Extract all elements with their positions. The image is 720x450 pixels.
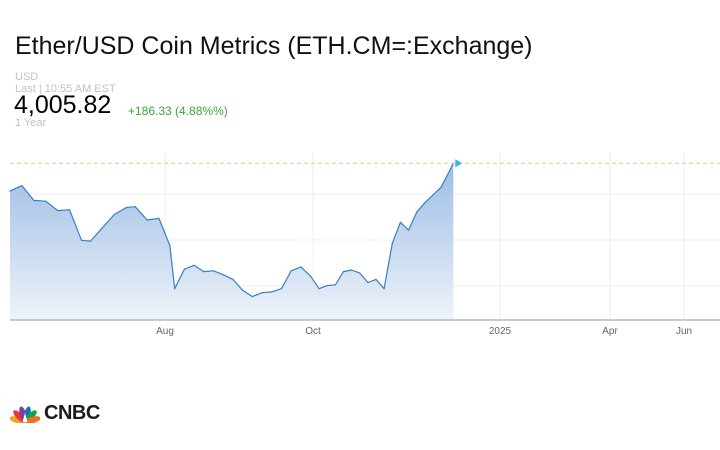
data-point-32 bbox=[334, 284, 336, 286]
data-point-2 bbox=[33, 199, 35, 201]
data-point-45 bbox=[440, 186, 442, 188]
page-title: Ether/USD Coin Metrics (ETH.CM=:Exchange… bbox=[15, 32, 533, 60]
x-tick-label: 2025 bbox=[489, 326, 512, 337]
data-point-37 bbox=[375, 278, 377, 280]
data-point-21 bbox=[232, 278, 234, 280]
data-point-41 bbox=[407, 229, 410, 231]
x-tick-label: Oct bbox=[305, 326, 321, 337]
data-point-10 bbox=[125, 206, 127, 209]
data-point-1 bbox=[21, 185, 23, 187]
data-point-29 bbox=[310, 275, 312, 277]
data-point-26 bbox=[280, 288, 283, 290]
data-point-27 bbox=[290, 270, 292, 272]
data-point-20 bbox=[222, 274, 224, 276]
data-point-24 bbox=[261, 292, 263, 294]
series-line bbox=[9, 163, 454, 298]
data-point-38 bbox=[383, 288, 385, 290]
brand-name: CNBC bbox=[44, 401, 100, 424]
data-point-28 bbox=[300, 266, 302, 268]
data-point-8 bbox=[101, 227, 103, 229]
data-point-30 bbox=[318, 288, 320, 290]
x-tick-label: Jun bbox=[676, 326, 692, 337]
x-tick-label: Aug bbox=[156, 326, 174, 337]
peacock-icon bbox=[10, 406, 40, 423]
current-value-marker bbox=[455, 159, 463, 168]
last-update-time: Last | 10:55 AM EST bbox=[15, 83, 116, 95]
data-point-7 bbox=[89, 240, 92, 242]
data-point-16 bbox=[183, 268, 185, 270]
time-range-label: 1 Year bbox=[15, 117, 47, 129]
data-point-4 bbox=[57, 210, 59, 212]
data-point-0 bbox=[9, 190, 11, 192]
price-chart: Aug Oct 2025 Apr Jun bbox=[9, 152, 720, 337]
data-point-25 bbox=[271, 291, 273, 293]
data-point-46 bbox=[448, 170, 450, 173]
price-change: +186.33 (4.88%%) bbox=[128, 104, 228, 118]
data-point-11 bbox=[134, 206, 136, 208]
data-point-43 bbox=[424, 202, 426, 204]
data-point-3 bbox=[45, 200, 47, 202]
currency-label: USD bbox=[15, 71, 39, 83]
data-point-22 bbox=[242, 289, 244, 291]
data-point-13 bbox=[158, 217, 160, 219]
data-point-19 bbox=[212, 270, 215, 272]
x-tick-label: Apr bbox=[602, 326, 618, 337]
data-point-18 bbox=[203, 271, 205, 273]
data-point-6 bbox=[80, 239, 83, 241]
data-point-40 bbox=[399, 221, 401, 223]
data-point-33 bbox=[342, 271, 345, 273]
data-point-36 bbox=[367, 281, 369, 284]
data-point-15 bbox=[174, 288, 176, 290]
data-point-42 bbox=[416, 211, 418, 213]
data-point-14 bbox=[169, 245, 171, 247]
series-area bbox=[10, 163, 454, 320]
data-point-9 bbox=[113, 213, 115, 216]
data-point-35 bbox=[359, 272, 361, 274]
data-point-34 bbox=[351, 269, 353, 271]
data-point-12 bbox=[146, 219, 148, 221]
data-point-5 bbox=[69, 209, 71, 211]
last-price: 4,005.82 bbox=[14, 91, 112, 119]
cnbc-logo: CNBC bbox=[10, 402, 100, 424]
data-point-39 bbox=[391, 242, 393, 244]
data-point-44 bbox=[432, 194, 434, 196]
data-point-23 bbox=[251, 296, 253, 298]
data-point-31 bbox=[326, 285, 328, 287]
data-point-17 bbox=[193, 264, 195, 266]
